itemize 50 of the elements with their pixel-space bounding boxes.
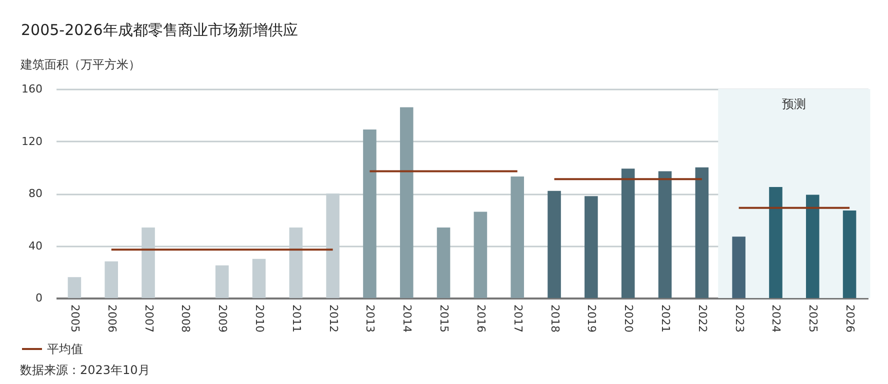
bar [436, 227, 450, 298]
bar [510, 176, 524, 298]
bar [658, 171, 672, 298]
x-tick-label: 2018 [548, 304, 562, 332]
bar [842, 210, 856, 298]
bar [363, 129, 376, 298]
bar [584, 196, 598, 298]
x-tick-label: 2011 [290, 304, 303, 332]
band-label: 预测 [782, 97, 806, 111]
x-tick-label: 2025 [806, 304, 820, 332]
y-tick-label: 120 [22, 134, 42, 148]
bar [474, 212, 488, 298]
x-tick-label: 2014 [400, 304, 414, 332]
bar [215, 265, 229, 298]
bar [732, 236, 746, 298]
chart-title: 2005-2026年成都零售商业市场新增供应 [21, 21, 298, 39]
legend-label: 平均值 [47, 342, 83, 356]
x-tick-label: 2012 [326, 304, 340, 332]
y-tick-label: 40 [28, 239, 42, 252]
x-tick-label: 2006 [105, 304, 118, 332]
x-tick-label: 2008 [179, 304, 192, 332]
bar [769, 186, 782, 298]
x-tick-label: 2009 [216, 304, 230, 332]
x-tick-label: 2024 [770, 304, 783, 332]
y-axis-title: 建筑面积（万平方米） [20, 58, 140, 72]
bar [621, 168, 635, 298]
y-tick-label: 0 [36, 292, 42, 304]
x-tick-label: 2016 [474, 304, 488, 332]
bar [695, 167, 709, 298]
x-tick-label: 2021 [659, 304, 672, 332]
x-tick-label: 2022 [696, 304, 709, 332]
x-tick-label: 2005 [68, 304, 82, 332]
bar [252, 258, 266, 298]
x-tick-label: 2010 [253, 304, 266, 332]
bar [68, 277, 82, 298]
x-tick-label: 2019 [585, 304, 598, 332]
x-tick-label: 2023 [732, 304, 746, 332]
source-note: 数据来源：2023年10月 [20, 362, 150, 379]
x-tick-label: 2013 [364, 304, 377, 332]
x-tick-label: 2015 [438, 304, 451, 332]
bar [548, 190, 561, 298]
x-tick-label: 2007 [142, 304, 156, 332]
x-tick-label: 2017 [511, 304, 524, 332]
x-tick-label: 2026 [844, 304, 857, 332]
bar [806, 194, 820, 298]
bar [104, 261, 118, 298]
y-tick-label: 160 [22, 82, 42, 96]
x-tick-label: 2020 [622, 304, 636, 332]
bar [400, 107, 414, 298]
y-tick-label: 80 [28, 187, 42, 200]
